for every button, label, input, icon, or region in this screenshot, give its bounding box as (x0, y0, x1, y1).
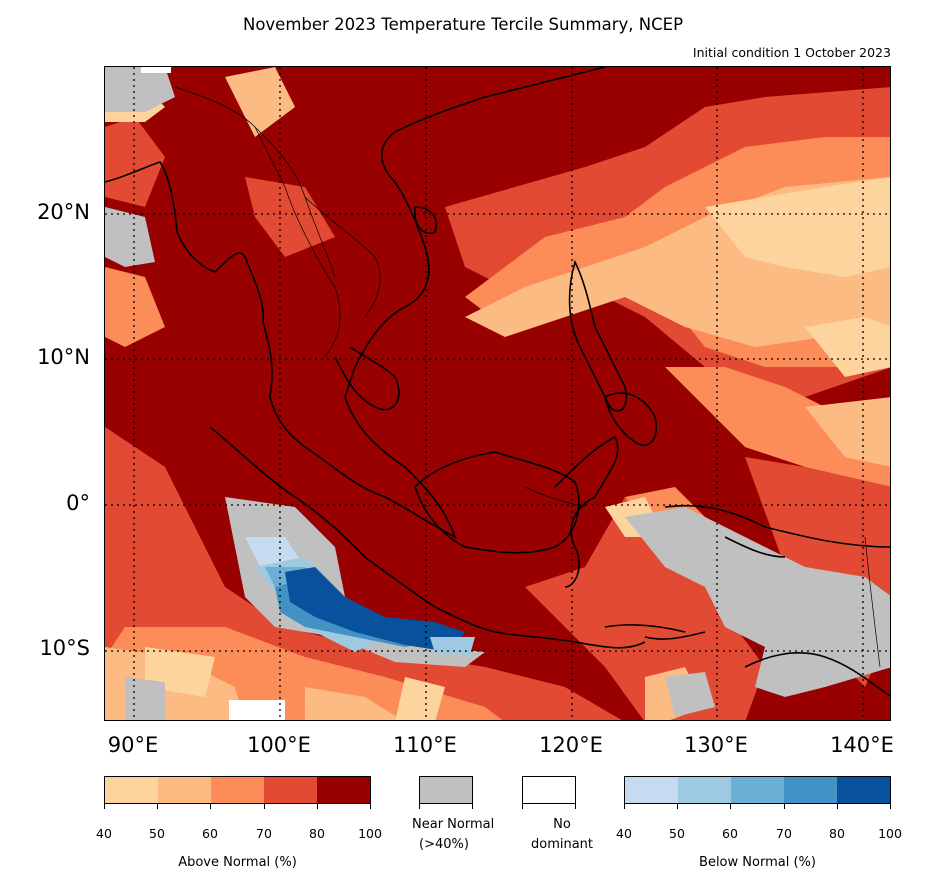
above-swatch-70-80 (264, 777, 317, 803)
lon-label-130e: 130°E (684, 733, 748, 757)
no-dominant-areas (141, 67, 285, 720)
below-tick-100: 100 (878, 826, 902, 841)
below-swatch-60-70 (731, 777, 784, 803)
near-normal-label-line1: Near Normal (412, 817, 495, 832)
below-swatch-80-100 (837, 777, 890, 803)
lat-label-10n: 10°N (37, 345, 90, 369)
above-40-50-areas (105, 87, 890, 720)
lat-label-20n: 20°N (37, 200, 90, 224)
near-normal-label-line2: (>40%) (419, 837, 469, 852)
initial-condition-label: Initial condition 1 October 2023 (692, 45, 891, 60)
map-canvas (105, 67, 890, 720)
lon-label-110e: 110°E (393, 733, 457, 757)
above-tick-100: 100 (358, 826, 382, 841)
no-dominant-label-line2: dominant (530, 837, 594, 852)
lon-label-90e: 90°E (107, 733, 159, 757)
below-normal-title: Below Normal (%) (699, 855, 816, 870)
above-tick-50: 50 (149, 826, 165, 841)
below-tick-50: 50 (669, 826, 685, 841)
above-tick-80: 80 (309, 826, 325, 841)
country-borders (174, 86, 881, 668)
no-dominant-label-line1: No (553, 817, 571, 832)
lon-label-140e: 140°E (830, 733, 894, 757)
above-tick-60: 60 (202, 826, 218, 841)
below-tick-70: 70 (776, 826, 792, 841)
below-tick-40: 40 (616, 826, 632, 841)
above-swatch-50-60 (158, 777, 211, 803)
near-normal-areas (105, 67, 890, 720)
above-normal-colorbar (104, 776, 371, 804)
below-swatch-70-80 (784, 777, 837, 803)
map-title: November 2023 Temperature Tercile Summar… (242, 15, 684, 34)
below-tick-60: 60 (722, 826, 738, 841)
above-tick-70: 70 (256, 826, 272, 841)
lon-label-120e: 120°E (539, 733, 603, 757)
gridlines (105, 67, 890, 720)
above-swatch-40-50 (105, 777, 158, 803)
above-tick-40: 40 (96, 826, 112, 841)
below-normal-areas (245, 537, 475, 655)
above-swatch-80-100 (317, 777, 370, 803)
below-tick-80: 80 (829, 826, 845, 841)
lon-label-100e: 100°E (247, 733, 311, 757)
no-dominant-swatch (522, 776, 576, 804)
below-swatch-50-60 (678, 777, 731, 803)
below-swatch-40-50 (625, 777, 678, 803)
near-normal-swatch (419, 776, 473, 804)
tercile-map (104, 66, 891, 721)
above-normal-title: Above Normal (%) (178, 855, 297, 870)
lat-label-0: 0° (66, 491, 90, 515)
lat-label-10s: 10°S (39, 636, 90, 660)
below-normal-colorbar (624, 776, 891, 804)
above-swatch-60-70 (211, 777, 264, 803)
